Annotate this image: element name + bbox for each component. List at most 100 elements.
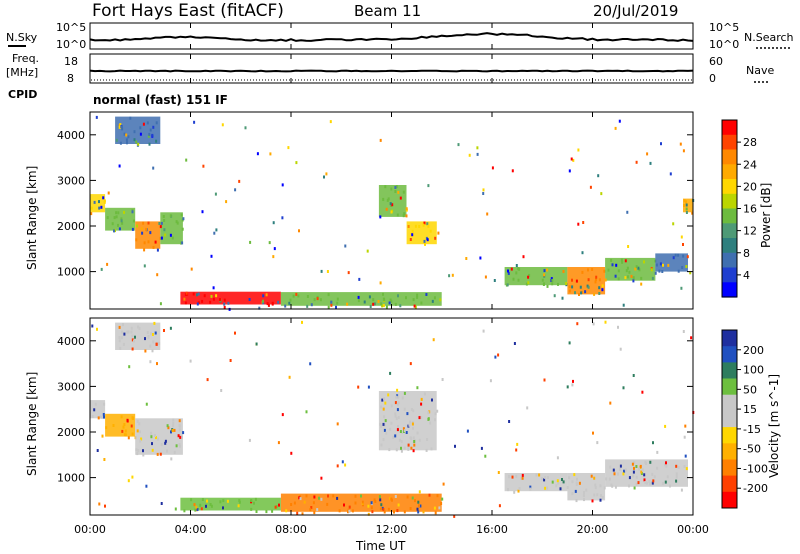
data-pixel [156, 248, 159, 252]
data-pixel [244, 126, 247, 130]
data-pixel [171, 236, 174, 240]
data-pixel [420, 402, 423, 406]
data-pixel [479, 256, 482, 260]
data-pixel [413, 443, 416, 447]
data-pixel [408, 423, 411, 427]
data-pixel [132, 219, 135, 223]
data-pixel [201, 210, 204, 214]
data-pixel [149, 360, 152, 364]
data-pixel [641, 390, 644, 394]
data-pixel [373, 302, 376, 306]
data-pixel [691, 211, 694, 215]
data-pixel [441, 497, 444, 501]
data-pixel [680, 286, 683, 290]
data-pixel [571, 480, 574, 484]
data-pixel [401, 431, 404, 434]
data-pixel [627, 245, 630, 248]
data-pixel [142, 122, 145, 126]
data-pixel [604, 320, 607, 324]
data-pixel [169, 326, 172, 330]
data-pixel [403, 212, 406, 216]
data-pixel [516, 442, 519, 446]
data-pixel [576, 322, 579, 326]
data-pixel [591, 268, 594, 271]
data-pixel [98, 200, 100, 204]
data-pixel [292, 294, 295, 298]
data-pixel [327, 293, 330, 297]
data-pixel [669, 172, 672, 176]
data-pixel [528, 273, 531, 277]
data-pixel [139, 126, 142, 130]
data-pixel [234, 188, 237, 192]
data-pixel [151, 133, 154, 137]
data-pixel [133, 130, 136, 134]
data-pixel [122, 323, 124, 327]
data-pixel [212, 286, 215, 290]
data-pixel [169, 233, 172, 237]
data-pixel [133, 339, 135, 343]
data-pixel [526, 406, 529, 410]
data-pixel [482, 192, 485, 195]
data-pixel [665, 464, 668, 468]
data-pixel [103, 402, 106, 406]
data-pixel [90, 212, 93, 216]
data-pixel [206, 378, 209, 382]
data-pixel [357, 385, 360, 389]
colorbar-swatch [722, 427, 737, 444]
colorbar-swatch [722, 330, 737, 347]
data-pixel [617, 325, 619, 329]
data-pixel [123, 210, 125, 214]
data-pixel [630, 274, 633, 278]
data-pixel [368, 295, 371, 299]
data-pixel [143, 264, 146, 268]
data-pixel [511, 475, 514, 479]
data-pixel [122, 425, 125, 429]
data-pixel [684, 424, 687, 428]
data-pixel [118, 325, 121, 329]
data-pixel [389, 298, 392, 302]
data-pixel [309, 362, 312, 366]
data-pixel [431, 299, 434, 303]
data-pixel [412, 449, 415, 453]
data-pixel [683, 465, 686, 468]
colorbar-swatch [722, 443, 737, 460]
colorbar-tick-label: 15 [743, 403, 757, 416]
data-pixel [672, 222, 675, 226]
data-pixel [582, 221, 585, 224]
data-pixel [654, 271, 657, 275]
data-pixel [310, 303, 313, 307]
data-pixel [301, 320, 303, 324]
data-pixel [521, 473, 524, 477]
data-pixel [343, 503, 345, 507]
data-pixel [344, 244, 347, 248]
data-pixel [182, 431, 185, 435]
data-pixel [571, 383, 574, 387]
data-pixel [332, 494, 335, 498]
colorbar-swatch [722, 362, 737, 380]
data-pixel [624, 259, 627, 263]
data-pixel [635, 475, 638, 479]
data-patch [683, 198, 693, 213]
data-pixel [152, 245, 155, 249]
data-pixel [596, 441, 599, 445]
data-pixel [380, 424, 383, 428]
data-pixel [201, 299, 204, 303]
data-pixel [281, 413, 284, 417]
colorbar-swatch [722, 208, 737, 224]
nave-label: Nave [746, 64, 774, 77]
data-pixel [557, 282, 559, 286]
data-pixel [607, 268, 610, 272]
colorbar-swatch [722, 346, 737, 363]
data-pixel [637, 266, 640, 270]
data-pixel [422, 223, 425, 227]
data-pixel [389, 202, 392, 206]
data-pixel [682, 254, 685, 258]
data-pixel [389, 371, 392, 375]
velocity-panel: 4000 3000 2000 1000 Slant Range [km] 200 100… [25, 317, 781, 518]
data-pixel [412, 436, 415, 440]
data-pixel [388, 301, 391, 305]
data-pixel [565, 282, 568, 285]
data-pixel [383, 415, 386, 419]
data-pixel [400, 449, 403, 453]
data-pixel [305, 494, 308, 498]
